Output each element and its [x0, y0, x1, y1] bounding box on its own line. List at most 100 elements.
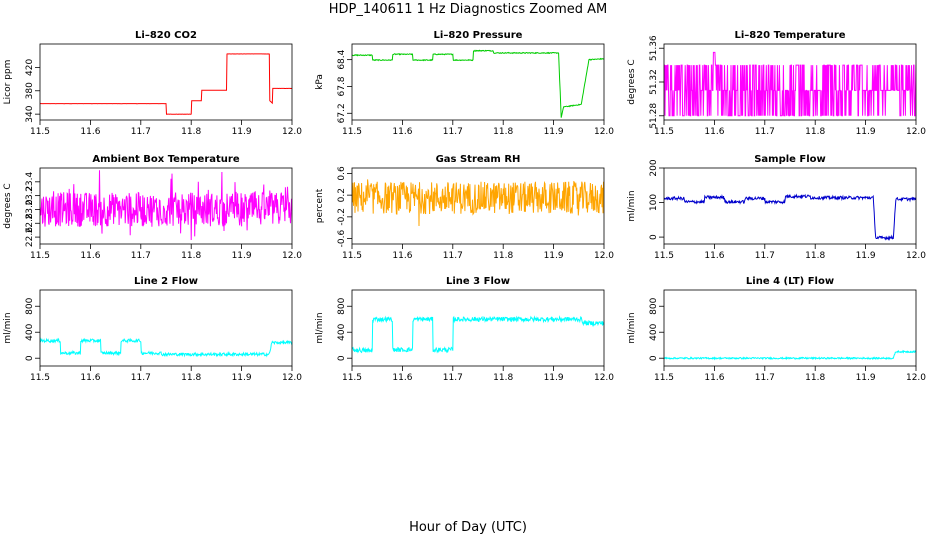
x-tick-label: 11.9: [232, 127, 252, 137]
y-tick-label: 420: [25, 59, 35, 76]
y-tick-label: 340: [25, 105, 35, 122]
x-tick-label: 11.9: [232, 251, 252, 261]
series-group: [352, 179, 604, 227]
x-tick-label: 11.8: [493, 127, 513, 137]
x-tick-label: 11.7: [443, 373, 463, 383]
x-tick-label: 11.8: [805, 251, 825, 261]
y-axis-label: ml/min: [3, 312, 13, 343]
panel-title: Li–820 Pressure: [434, 30, 523, 41]
x-tick-label: 11.6: [704, 127, 724, 137]
y-tick-label: 23.0: [25, 199, 35, 219]
y-tick-label: 51.28: [649, 103, 659, 129]
series-line: [664, 193, 916, 241]
x-tick-label: 11.6: [80, 373, 100, 383]
series-line: [352, 179, 604, 227]
panel-8: Line 3 Flow ml/min 11.5 11.6 11.7 11.8 11.9 12.…: [315, 276, 614, 383]
y-axis-label: degrees C: [627, 59, 637, 104]
x-tick-label: 11.6: [704, 373, 724, 383]
x-tick-label: 11.9: [544, 127, 564, 137]
y-tick-label: -0.6: [337, 230, 347, 248]
panel-title: Line 2 Flow: [134, 276, 198, 287]
series-group: [40, 337, 292, 358]
y-tick-label: 800: [649, 297, 659, 314]
panel-3: Li–820 Temperature degrees C 11.5 11.6 11.7 1…: [627, 30, 926, 137]
x-tick-label: 12.0: [282, 127, 302, 137]
x-tick-label: 11.9: [232, 373, 252, 383]
panels-grid: Li–820 CO2 Licor ppm 11.5 11.6 11.7 11.8 11.9 1…: [3, 30, 926, 383]
x-tick-label: 11.8: [181, 127, 201, 137]
panel-7: Line 2 Flow ml/min 11.5 11.6 11.7 11.8 11.9 12.…: [3, 276, 302, 383]
y-tick-label: 800: [337, 297, 347, 314]
series-line: [664, 349, 916, 361]
x-tick-label: 11.7: [755, 251, 775, 261]
x-tick-label: 12.0: [906, 127, 926, 137]
series-line: [352, 315, 604, 354]
x-tick-label: 12.0: [594, 127, 614, 137]
y-tick-label: 23.2: [25, 186, 35, 206]
x-tick-label: 11.8: [181, 373, 201, 383]
x-tick-label: 11.9: [856, 127, 876, 137]
y-tick-label: 0.6: [337, 166, 347, 181]
x-tick-label: 11.5: [342, 127, 362, 137]
x-tick-label: 11.6: [704, 251, 724, 261]
y-tick-label: 67.8: [337, 76, 347, 96]
x-tick-label: 11.9: [856, 373, 876, 383]
series-group: [664, 51, 916, 117]
y-tick-label: 22.6: [25, 227, 35, 247]
x-tick-label: 11.9: [544, 251, 564, 261]
y-tick-label: 200: [649, 159, 659, 176]
series-group: [352, 315, 604, 354]
x-tick-label: 11.6: [80, 251, 100, 261]
x-tick-label: 11.8: [493, 373, 513, 383]
x-tick-label: 11.6: [80, 127, 100, 137]
x-tick-label: 11.5: [654, 373, 674, 383]
panel-4: Ambient Box Temperature degrees C 11.5 11.6…: [3, 154, 302, 261]
x-tick-label: 12.0: [282, 251, 302, 261]
plot-frame: [39, 167, 293, 245]
plot-frame: [663, 167, 917, 245]
y-axis-label: percent: [315, 188, 325, 223]
panel-title: Line 4 (LT) Flow: [746, 276, 834, 287]
y-tick-label: 0: [337, 355, 347, 361]
x-tick-label: 12.0: [906, 373, 926, 383]
y-tick-label: 51.36: [649, 35, 659, 61]
plot-frame: [663, 43, 917, 121]
plot-frame: [351, 43, 605, 121]
y-tick-label: 68.4: [337, 49, 347, 69]
series-line: [664, 51, 916, 117]
y-axis-label: ml/min: [627, 190, 637, 221]
plot-frame: [351, 289, 605, 367]
panel-title: Sample Flow: [754, 154, 826, 165]
x-tick-label: 11.6: [392, 251, 412, 261]
panel-5: Gas Stream RH percent 11.5 11.6 11.7 11.8 11.9…: [315, 154, 614, 261]
panel-title: Gas Stream RH: [436, 154, 521, 165]
x-tick-label: 11.5: [30, 251, 50, 261]
x-tick-label: 11.7: [443, 251, 463, 261]
series-group: [40, 170, 292, 241]
series-line: [40, 53, 292, 115]
x-tick-label: 11.8: [181, 251, 201, 261]
x-tick-label: 11.7: [131, 373, 151, 383]
y-tick-label: 0: [649, 234, 659, 240]
x-tick-label: 11.9: [544, 373, 564, 383]
series-line: [40, 337, 292, 358]
x-tick-label: 12.0: [282, 373, 302, 383]
x-tick-label: 11.5: [342, 373, 362, 383]
x-tick-label: 11.8: [805, 373, 825, 383]
y-axis-label: ml/min: [627, 312, 637, 343]
figure-xlabel: Hour of Day (UTC): [409, 520, 527, 535]
series-group: [664, 349, 916, 361]
x-tick-label: 11.7: [755, 373, 775, 383]
plot-frame: [663, 289, 917, 367]
x-tick-label: 12.0: [594, 251, 614, 261]
y-tick-label: 23.4: [25, 172, 35, 192]
x-tick-label: 11.5: [30, 127, 50, 137]
y-axis-label: ml/min: [315, 312, 325, 343]
x-tick-label: 11.5: [30, 373, 50, 383]
y-axis-label: Licor ppm: [3, 60, 13, 105]
x-tick-label: 11.7: [131, 251, 151, 261]
panel-6: Sample Flow ml/min 11.5 11.6 11.7 11.8 11.9 12.…: [627, 154, 926, 261]
y-axis-label: kPa: [315, 74, 325, 90]
y-tick-label: -0.2: [337, 208, 347, 226]
